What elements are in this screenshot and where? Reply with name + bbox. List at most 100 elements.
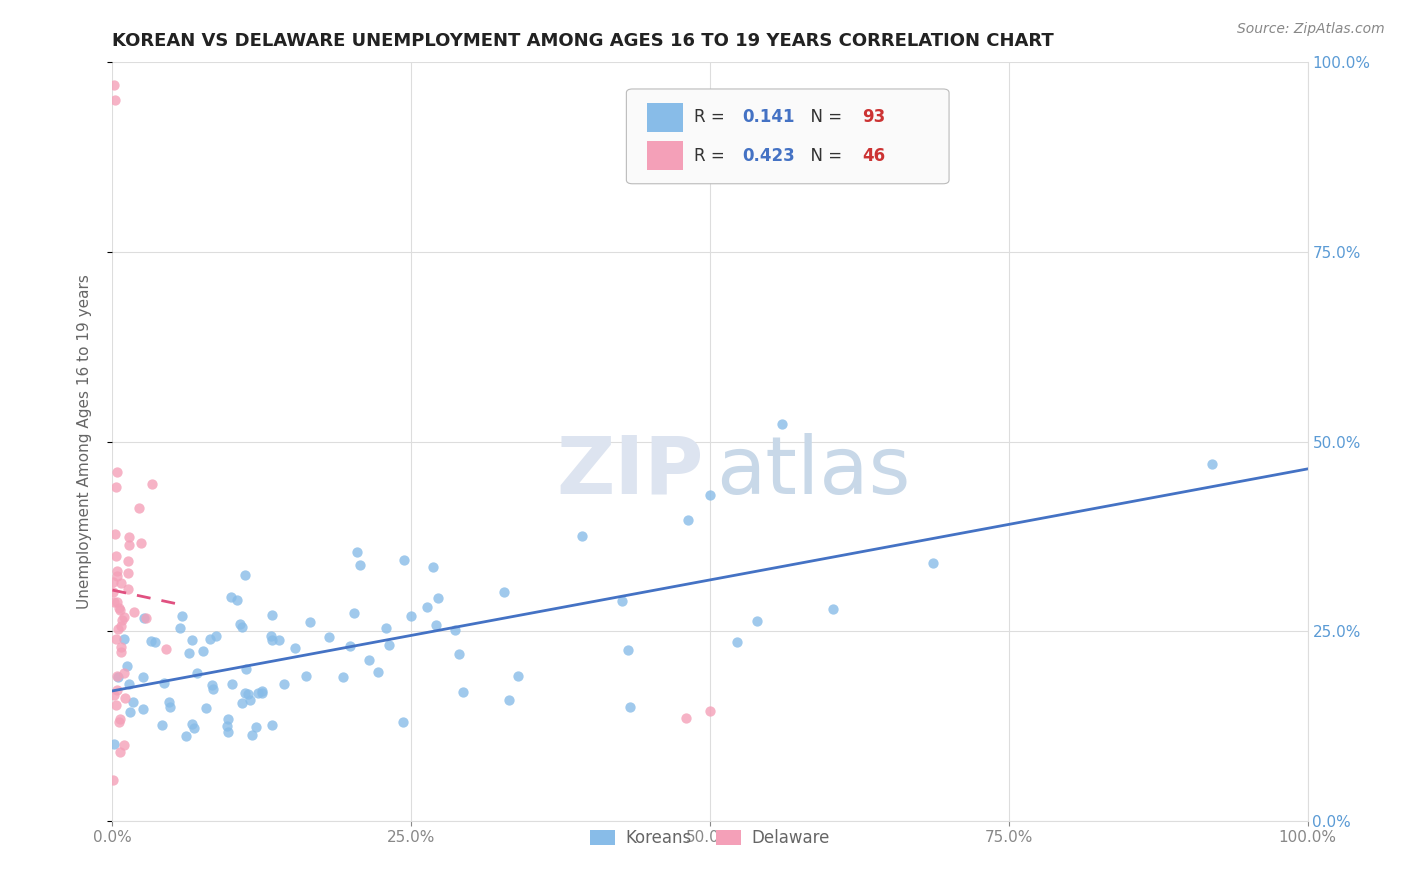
Point <box>153 676 176 690</box>
Point <box>922 556 945 570</box>
Point <box>105 480 128 494</box>
Point <box>195 700 218 714</box>
Point <box>132 670 155 684</box>
Text: ZIP: ZIP <box>557 433 704 511</box>
Text: atlas: atlas <box>716 433 910 511</box>
Point <box>492 585 515 599</box>
Point <box>169 621 191 635</box>
Point <box>107 682 129 697</box>
Point <box>122 605 145 619</box>
Point <box>699 704 721 718</box>
Point <box>105 595 128 609</box>
Point <box>267 632 290 647</box>
Point <box>610 594 633 608</box>
Point <box>217 725 239 739</box>
Point <box>141 477 163 491</box>
Point <box>747 614 769 628</box>
Point <box>103 688 125 702</box>
Point <box>217 718 239 732</box>
Point <box>273 677 295 691</box>
Point <box>678 513 700 527</box>
Point <box>725 634 748 648</box>
Point <box>104 632 127 646</box>
Point <box>112 632 135 646</box>
Point <box>117 566 139 580</box>
Point <box>107 623 129 637</box>
Point <box>104 94 127 108</box>
Point <box>236 687 259 701</box>
Point <box>262 718 284 732</box>
Text: 0.423: 0.423 <box>742 146 794 164</box>
Point <box>110 576 132 591</box>
Point <box>699 487 721 501</box>
Point <box>200 632 222 647</box>
Point <box>180 633 202 648</box>
Point <box>118 538 141 552</box>
Text: 93: 93 <box>862 108 884 126</box>
Point <box>332 670 354 684</box>
Point <box>117 676 139 690</box>
Point <box>239 692 262 706</box>
Text: KOREAN VS DELAWARE UNEMPLOYMENT AMONG AGES 16 TO 19 YEARS CORRELATION CHART: KOREAN VS DELAWARE UNEMPLOYMENT AMONG AG… <box>112 32 1054 50</box>
Bar <box>647 141 682 170</box>
Point <box>103 595 125 609</box>
Point <box>135 611 157 625</box>
Point <box>343 607 366 621</box>
Point <box>118 530 141 544</box>
Point <box>422 559 444 574</box>
Point <box>115 659 138 673</box>
Point <box>201 682 224 697</box>
Point <box>260 607 283 622</box>
Point <box>235 662 257 676</box>
Point <box>101 575 124 590</box>
Point <box>129 536 152 550</box>
Y-axis label: Unemployment Among Ages 16 to 19 years: Unemployment Among Ages 16 to 19 years <box>77 274 91 609</box>
Point <box>132 702 155 716</box>
Point <box>181 716 204 731</box>
Point <box>571 529 593 543</box>
Point <box>105 465 128 479</box>
Point <box>117 582 139 596</box>
Point <box>104 527 127 541</box>
Point <box>159 699 181 714</box>
Point <box>112 738 135 752</box>
Point <box>105 565 128 579</box>
Point <box>150 718 173 732</box>
Bar <box>647 103 682 132</box>
Point <box>179 646 201 660</box>
Text: R =: R = <box>695 108 731 126</box>
Point <box>103 78 125 92</box>
Point <box>444 624 467 638</box>
Point <box>221 676 243 690</box>
Point <box>392 714 415 729</box>
Point <box>374 621 396 635</box>
Point <box>231 620 253 634</box>
Point <box>108 745 131 759</box>
Text: Source: ZipAtlas.com: Source: ZipAtlas.com <box>1237 22 1385 37</box>
Point <box>105 568 128 582</box>
Point <box>112 666 135 681</box>
Point <box>770 417 793 431</box>
Point <box>103 737 125 751</box>
Point <box>117 554 139 568</box>
Point <box>250 684 273 698</box>
Point <box>231 696 253 710</box>
Point <box>225 593 247 607</box>
Point <box>155 642 177 657</box>
Point <box>229 616 252 631</box>
Point <box>107 670 129 684</box>
Point <box>318 630 340 644</box>
Point <box>186 665 208 680</box>
Point <box>217 712 239 726</box>
Point <box>367 665 389 679</box>
Point <box>174 729 197 743</box>
Point <box>498 692 520 706</box>
Point <box>294 669 316 683</box>
Point <box>201 678 224 692</box>
Text: 46: 46 <box>862 146 884 164</box>
Point <box>260 629 283 643</box>
Point <box>298 615 321 629</box>
Point <box>425 617 447 632</box>
FancyBboxPatch shape <box>627 89 949 184</box>
Point <box>112 609 135 624</box>
